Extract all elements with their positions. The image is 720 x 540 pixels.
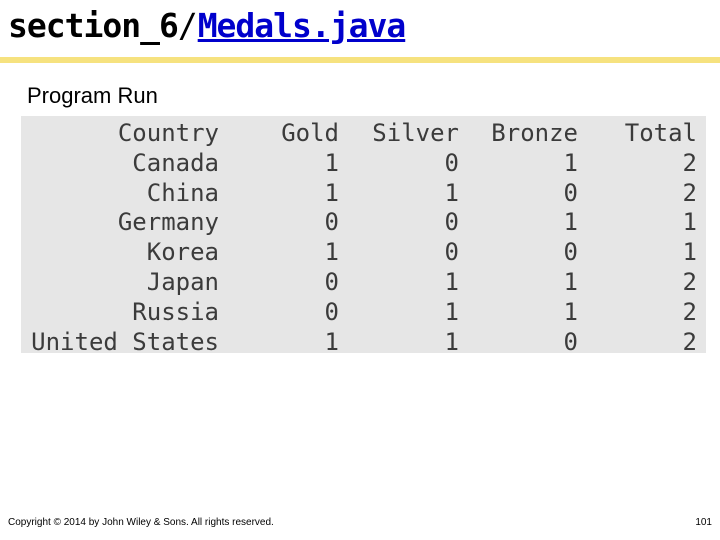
cell-gold: 0 [324,268,339,296]
header-bronze: Bronze [491,119,578,147]
cell-country: Japan [146,268,219,296]
cell-bronze: 1 [563,297,578,326]
cell-silver: 0 [444,238,459,267]
cell-silver: 0 [444,208,459,237]
cell-bronze: 1 [563,208,578,237]
output-row: Russia 0 1 1 2 [21,297,706,327]
output-header-row: Country Gold Silver Bronze Total [21,118,706,148]
cell-gold: 1 [324,238,339,267]
cell-gold: 1 [324,148,339,177]
cell-bronze: 0 [563,178,578,207]
title-divider [0,57,720,63]
cell-gold: 1 [324,178,339,207]
cell-total: 2 [682,268,697,296]
cell-silver: 0 [444,148,459,177]
copyright-notice: Copyright © 2014 by John Wiley & Sons. A… [8,517,274,528]
program-output: Country Gold Silver Bronze Total Canada 1… [21,116,706,356]
cell-country: China [146,178,219,207]
title-path: section_6 [8,6,179,45]
cell-country: Russia [132,297,219,326]
cell-country: Canada [132,148,219,177]
cell-total: 2 [682,148,697,177]
cell-total: 2 [682,178,697,207]
output-row: Germany 0 0 1 1 [21,207,706,237]
cell-silver: 1 [444,178,459,207]
cell-silver: 1 [444,297,459,326]
cell-bronze: 1 [563,148,578,177]
cell-gold: 1 [324,327,339,356]
header-gold: Gold [281,119,339,147]
output-row: Korea 1 0 0 1 [21,237,706,267]
cell-country: Germany [117,208,219,237]
cell-bronze: 0 [563,327,578,356]
header-country: Country [117,119,219,147]
medals-java-link[interactable]: Medals.java [197,6,407,45]
cell-country: United States [31,327,219,356]
cell-silver: 1 [444,268,459,296]
cell-silver: 1 [444,327,459,356]
output-row: China 1 1 0 2 [21,178,706,208]
cell-gold: 0 [324,297,339,326]
cell-bronze: 0 [563,238,578,267]
slide-title: section_6/Medals.java [8,4,407,48]
output-row: Canada 1 0 1 2 [21,148,706,178]
cell-gold: 0 [324,208,339,237]
cell-country: Korea [146,238,219,267]
output-row: United States 1 1 0 2 [21,327,706,357]
output-row: Japan 0 1 1 2 [21,267,706,297]
page-number: 101 [695,517,712,528]
header-silver: Silver [372,119,459,147]
cell-total: 1 [682,238,697,267]
cell-bronze: 1 [563,268,578,296]
cell-total: 2 [682,327,697,356]
cell-total: 2 [682,297,697,326]
header-total: Total [624,119,697,147]
cell-total: 1 [682,208,697,237]
title-separator: / [177,6,198,45]
program-run-label: Program Run [27,83,158,108]
